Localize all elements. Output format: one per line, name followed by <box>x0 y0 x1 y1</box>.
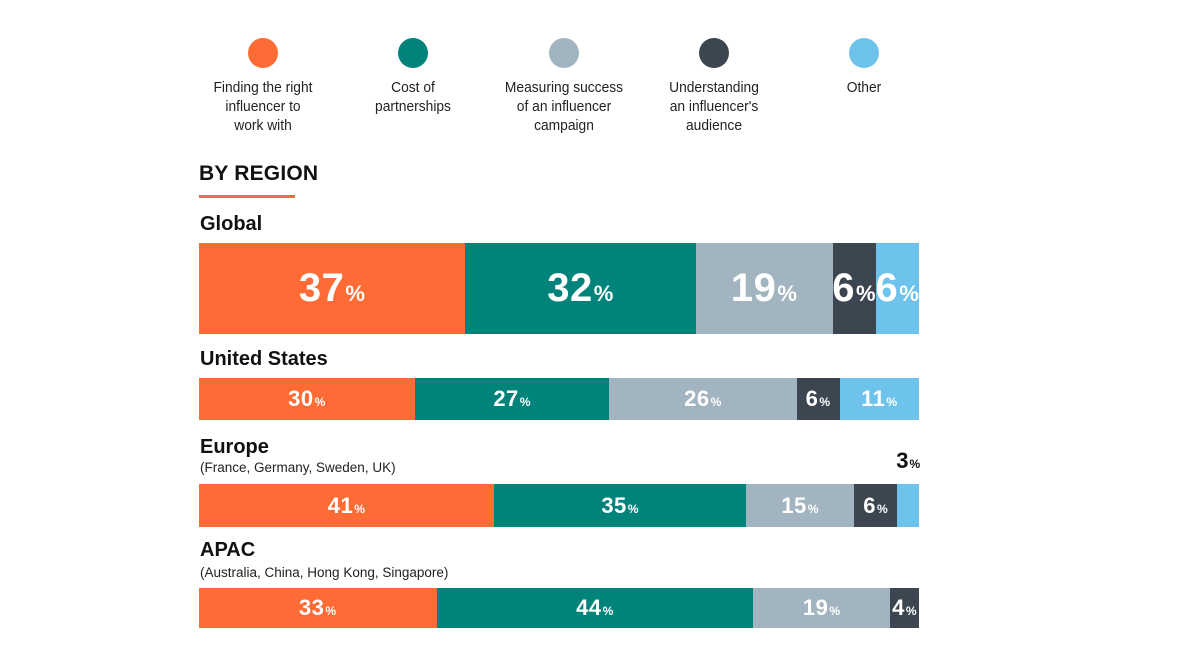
bar-segment: 19% <box>695 243 833 334</box>
legend-item-measuring-success-of-an-influencer-campaign: Measuring success of an influencer campaig… <box>489 38 639 135</box>
legend-label: Measuring success of an influencer campaig… <box>504 79 624 134</box>
bar-segment: 11% <box>839 378 919 420</box>
legend-item-cost-of-partnerships: Cost of partnerships <box>338 38 488 116</box>
data-label: 41% <box>327 492 366 518</box>
data-label: 6% <box>875 266 920 310</box>
data-label: 6% <box>863 492 889 518</box>
data-label: 27% <box>493 386 532 411</box>
bar-segment: 33% <box>199 588 437 628</box>
region-label: APAC <box>200 539 256 561</box>
legend-item-other: Other <box>789 38 939 97</box>
bar-segment: 15% <box>746 484 855 527</box>
bar-segment: 32% <box>465 243 696 334</box>
data-label: 6% <box>805 386 831 411</box>
bar-segment: 44% <box>436 588 754 628</box>
section-title: BY REGION <box>199 162 319 185</box>
legend-swatch <box>398 38 428 68</box>
legend-swatch <box>549 38 579 68</box>
region-label: United States <box>200 348 328 370</box>
legend-item-understanding-an-influencer-s-audience: Understanding an influencer's audience <box>639 38 789 135</box>
bar-segment: 30% <box>199 378 415 420</box>
data-label: 44% <box>576 595 614 620</box>
bar-global: 37% 32% 19% 6% 6% <box>199 243 919 334</box>
legend-label: Understanding an influencer's audience <box>669 79 759 134</box>
legend-swatch <box>699 38 729 68</box>
bar-segment: 6% <box>854 484 898 527</box>
data-label: 26% <box>684 386 722 411</box>
bar-segment: 6% <box>796 378 840 420</box>
legend-swatch <box>849 38 879 68</box>
data-label: 32% <box>547 266 614 310</box>
legend-label: Finding the right influencer to work with <box>213 79 313 134</box>
bar-segment: 6% <box>832 243 877 334</box>
data-label: 30% <box>288 386 326 411</box>
bar-segment: 4% <box>890 588 919 628</box>
data-label: 4% <box>892 595 918 620</box>
region-label: Global <box>200 213 263 235</box>
data-label: 15% <box>781 492 820 518</box>
data-label: 19% <box>730 266 798 310</box>
data-label: 19% <box>802 595 841 620</box>
bar-segment: 41% <box>199 484 495 527</box>
bar-apac: 33% 44% 19% 4% <box>199 588 919 628</box>
region-label: Europe <box>200 436 269 458</box>
region-sublabel: (France, Germany, Sweden, UK) <box>200 460 396 475</box>
bar-segment <box>897 484 919 527</box>
region-sublabel: (Australia, China, Hong Kong, Singapore) <box>200 565 449 580</box>
legend-swatch <box>248 38 278 68</box>
data-label: 6% <box>832 266 877 310</box>
bar-segment: 19% <box>753 588 891 628</box>
data-label: 11% <box>861 386 898 411</box>
bar-segment: 6% <box>875 243 920 334</box>
bar-segment: 37% <box>199 243 466 334</box>
data-label: 35% <box>601 492 640 518</box>
legend-label: Other <box>846 79 882 96</box>
data-label: 3% <box>896 448 921 473</box>
bar-segment: 27% <box>415 378 610 420</box>
bar-segment: 35% <box>494 484 747 527</box>
legend-label: Cost of partnerships <box>375 79 451 115</box>
data-label: 37% <box>298 266 366 310</box>
legend-item-finding-the-right-influencer-to-work-with: Finding the right influencer to work with <box>188 38 338 135</box>
data-label: 33% <box>298 595 337 620</box>
section-title-underline <box>199 195 295 198</box>
bar-united-states: 30% 27% 26% 6% 11% <box>199 378 919 420</box>
bar-segment: 26% <box>609 378 797 420</box>
bar-europe: 41% 35% 15% 6% <box>199 484 919 527</box>
